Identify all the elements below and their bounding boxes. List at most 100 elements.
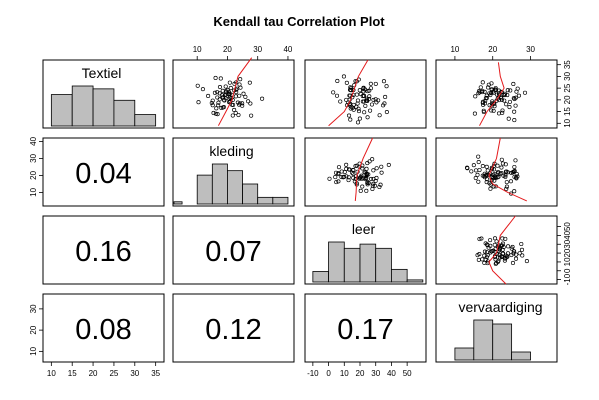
scatter-point (354, 92, 359, 97)
scatter-point (490, 99, 495, 104)
scatter-point (480, 80, 485, 85)
correlation-value: 0.07 (205, 236, 261, 268)
y-tick-label: 50 (563, 222, 572, 231)
scatter-point (503, 162, 508, 167)
scatter-point (214, 106, 219, 111)
y-tick-label: -10 (563, 273, 572, 285)
scatter-point (489, 108, 494, 113)
correlation-value: 0.17 (337, 314, 393, 346)
scatter-point (362, 110, 367, 115)
scatter-point (386, 162, 391, 167)
y-tick-label: 10 (563, 118, 572, 127)
histogram-bar (454, 347, 475, 361)
scatter-point (511, 96, 516, 101)
scatter-point (491, 108, 496, 113)
scatter-point (502, 258, 507, 263)
scatter-point (505, 251, 511, 256)
scatter-point (492, 242, 497, 247)
histogram-bar (227, 170, 243, 205)
histogram-bar (242, 183, 259, 205)
scatter-point (364, 176, 369, 181)
histogram-bar (134, 114, 157, 127)
scatter-point (213, 111, 218, 116)
scatter-point (492, 104, 497, 109)
scatter-point (499, 254, 504, 259)
scatter-point (508, 179, 514, 184)
scatter-point (368, 108, 373, 113)
scatter-point (360, 184, 365, 189)
scatter-point (212, 90, 217, 95)
scatter-point (479, 236, 484, 241)
scatter-point (220, 95, 225, 100)
variable-label-vervaardiging: vervaardiging (458, 299, 542, 315)
scatter-point (384, 84, 389, 89)
scatter-point (483, 257, 488, 262)
x-tick-label: 15 (68, 369, 77, 378)
panel-frame (435, 137, 558, 207)
scatter-point (368, 86, 373, 91)
histogram-bar (391, 268, 408, 283)
scatter-point (488, 182, 493, 187)
scatter-point (487, 103, 492, 108)
scatter-point (477, 236, 482, 242)
scatter-point (476, 160, 481, 165)
histogram-bar (71, 85, 94, 127)
scatter-point (499, 89, 504, 94)
scatter-point (206, 93, 211, 99)
scatter-point (220, 105, 225, 110)
y-tick-label: 15 (563, 107, 572, 116)
smooth-line (354, 137, 374, 201)
x-tick-label: 10 (450, 45, 459, 54)
scatter-point (471, 163, 476, 168)
scatter-point (364, 166, 369, 171)
scatter-point (215, 112, 220, 117)
scatter-point (477, 90, 482, 95)
scatter-point (481, 102, 486, 107)
scatter-point (223, 84, 228, 89)
scatter-point (493, 261, 498, 266)
scatter-point (500, 247, 505, 252)
y-tick-label: 35 (563, 60, 572, 69)
scatter-point (503, 236, 508, 241)
scatter-point (481, 109, 486, 115)
scatter-point (480, 164, 485, 169)
scatter-point (222, 98, 227, 103)
scatter-point (346, 113, 352, 118)
scatter-point (336, 165, 342, 170)
scatter-point (486, 85, 491, 90)
histogram-bar (406, 279, 424, 283)
y-tick-label: 20 (563, 95, 572, 104)
x-tick-label: 40 (283, 45, 292, 54)
scatter-point (358, 91, 363, 97)
chart-title: Kendall tau Correlation Plot (213, 14, 385, 29)
scatter-point (351, 167, 356, 172)
histogram-bar (196, 174, 213, 205)
scatter-point (342, 169, 347, 175)
scatter-point (497, 245, 502, 250)
scatter-point (327, 176, 332, 181)
x-tick-label: 10 (193, 45, 202, 54)
correlation-value: 0.08 (75, 314, 131, 346)
scatter-point (233, 94, 238, 99)
scatter-point (514, 171, 519, 177)
y-tick-label: 10 (29, 187, 38, 196)
scatter-point (480, 257, 485, 262)
scatter-point (334, 93, 340, 98)
scatter-point (516, 93, 522, 98)
scatter-point (241, 91, 246, 96)
scatter-point (508, 88, 513, 93)
panel-frame (435, 215, 558, 285)
x-tick-label: 20 (488, 45, 497, 54)
scatter-point (210, 103, 215, 108)
scatter-point (514, 89, 519, 94)
histogram-bar (375, 247, 392, 283)
scatter-point (465, 165, 470, 170)
y-tick-label: 10 (29, 346, 38, 355)
scatter-point (378, 182, 383, 187)
scatter-point (497, 247, 502, 252)
scatter-point (524, 259, 529, 264)
scatter-point (368, 176, 374, 181)
scatter-point (354, 104, 359, 109)
scatter-point (238, 77, 243, 82)
histogram-bar (492, 323, 513, 361)
